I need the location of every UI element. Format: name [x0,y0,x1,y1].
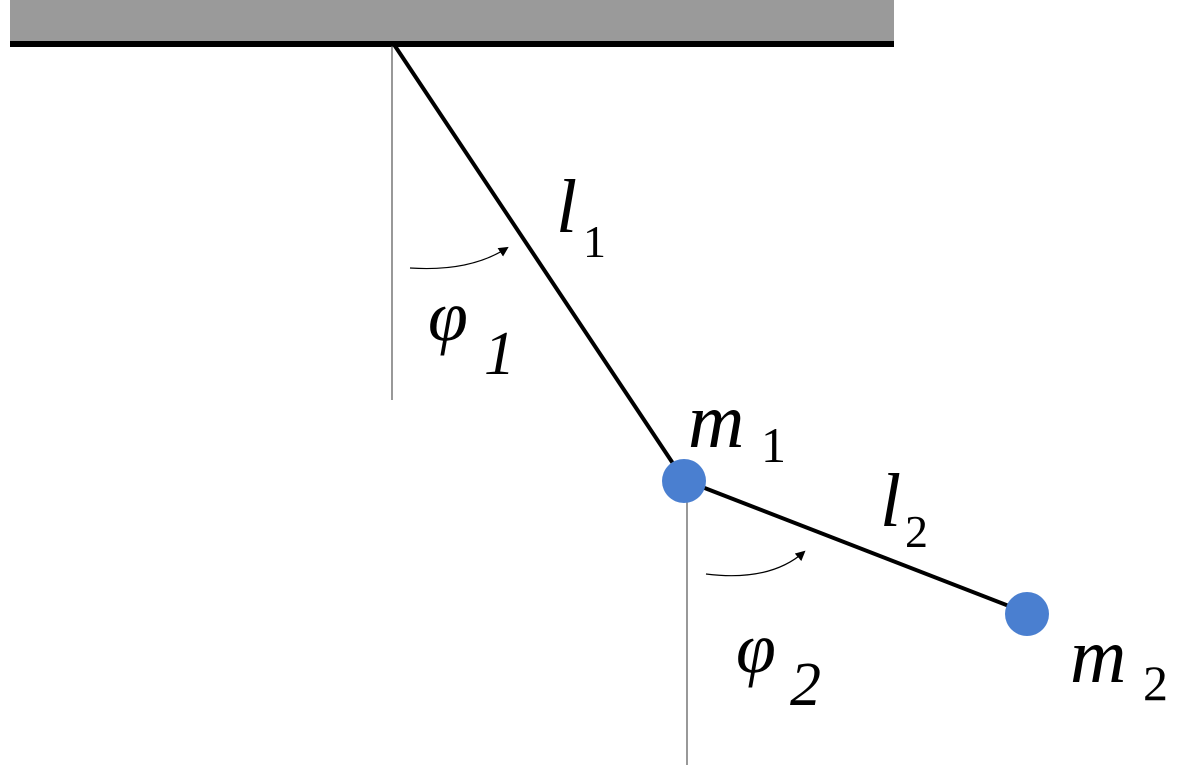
label-phi1-main: φ [428,276,468,356]
label-l1: l 1 [556,165,606,267]
label-l1-sub: 1 [583,216,606,267]
label-m2-main: m [1070,612,1126,699]
label-phi1: φ 1 [428,276,515,388]
angle-arc-phi2 [705,550,806,577]
label-l2: l 2 [880,459,928,557]
label-l2-sub: 2 [905,506,928,557]
angle-arc-phi1 [409,246,509,270]
label-m1-sub: 1 [761,417,786,473]
label-l2-main: l [880,459,901,543]
label-m1-main: m [688,377,744,464]
rod-1 [393,44,686,482]
label-m2: m 2 [1070,612,1168,711]
mass-1 [662,459,706,503]
label-m2-sub: 2 [1143,655,1168,711]
label-phi2: φ 2 [736,608,821,719]
mass-2 [1005,592,1049,636]
label-phi2-main: φ [736,608,776,688]
label-l1-main: l [556,165,577,249]
label-m1: m 1 [688,377,786,473]
label-phi1-sub: 1 [484,320,515,388]
label-phi2-sub: 2 [790,651,821,719]
ceiling-block [10,0,894,42]
rod-2 [683,478,1028,615]
